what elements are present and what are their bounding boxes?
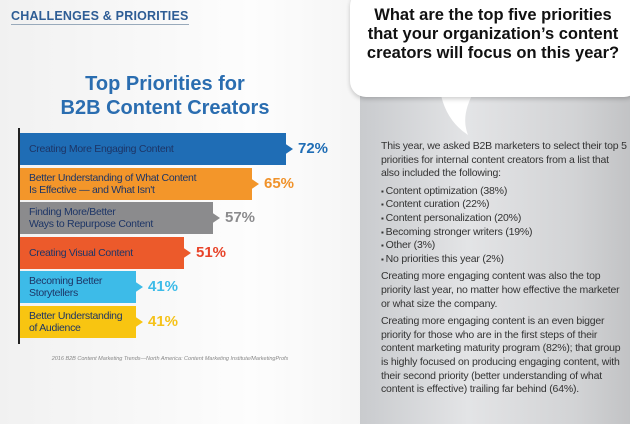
list-item: Other (3%) (381, 239, 627, 253)
section-label: CHALLENGES & PRIORITIES (11, 9, 189, 25)
value-label: 72% (298, 140, 329, 157)
speech-bubble-tail (440, 90, 475, 135)
bar-label: Becoming Better Storytellers (29, 275, 102, 299)
body-text: This year, we asked B2B marketers to sel… (381, 140, 627, 401)
bar-label-line: Becoming Better (29, 275, 103, 287)
bar-label-line: Ways to Repurpose Content (29, 218, 154, 230)
bar-label-line: Creating Visual Content (29, 247, 133, 259)
question-heading: What are the top five priorities that yo… (366, 6, 620, 62)
bar-label-line: of Audience (29, 322, 81, 334)
intro-paragraph: This year, we asked B2B marketers to sel… (381, 140, 627, 180)
bar: Finding More/Better Ways to Repurpose Con… (20, 202, 220, 234)
bar: Better Understanding of What Content Is E… (20, 168, 259, 200)
value-label: 51% (196, 244, 227, 261)
bar-chart: Creating More Engaging Content 72% Better … (20, 133, 329, 338)
bar: Creating More Engaging Content (20, 133, 293, 165)
list-item: Content curation (22%) (381, 198, 627, 212)
bar-label-line: Better Understanding of What Content (29, 172, 197, 184)
bar: Creating Visual Content (20, 237, 191, 269)
list-item: No priorities this year (2%) (381, 253, 627, 267)
value-label: 65% (264, 175, 295, 192)
bar-label: Better Understanding of Audience (29, 310, 123, 334)
bar-label-line: Finding More/Better (29, 206, 116, 218)
speech-bubble (350, 0, 630, 97)
bar-label-line: Is Effective — and What Isn't (29, 184, 155, 196)
bar-label-line: Creating More Engaging Content (29, 143, 174, 155)
list-item: Content personalization (20%) (381, 212, 627, 226)
other-priorities-list: Content optimization (38%) Content curat… (381, 185, 627, 267)
paragraph-3: Creating more engaging content is an eve… (381, 315, 621, 396)
bar-label: Better Understanding of What Content Is E… (29, 172, 197, 196)
chart-source: 2016 B2B Content Marketing Trends—North … (51, 356, 289, 362)
chart-title-line: Top Priorities for (85, 73, 245, 95)
list-item: Becoming stronger writers (19%) (381, 226, 627, 240)
bar-label: Creating More Engaging Content (29, 143, 174, 155)
bar-label: Finding More/Better Ways to Repurpose Con… (29, 206, 153, 230)
bar-label: Creating Visual Content (29, 247, 133, 259)
paragraph-2: Creating more engaging content was also … (381, 270, 620, 310)
chart-title-line: B2B Content Creators (60, 97, 270, 119)
value-label: 41% (148, 313, 179, 330)
value-label: 57% (225, 209, 256, 226)
bar: Better Understanding of Audience (20, 306, 143, 338)
list-item: Content optimization (38%) (381, 185, 627, 199)
bar-label-line: Storytellers (29, 287, 78, 299)
bar: Becoming Better Storytellers (20, 271, 143, 303)
chart-axis (18, 128, 20, 344)
chart-title: Top Priorities for B2B Content Creators (0, 72, 330, 120)
bar-label-line: Better Understanding (29, 310, 123, 322)
value-label: 41% (148, 278, 179, 295)
